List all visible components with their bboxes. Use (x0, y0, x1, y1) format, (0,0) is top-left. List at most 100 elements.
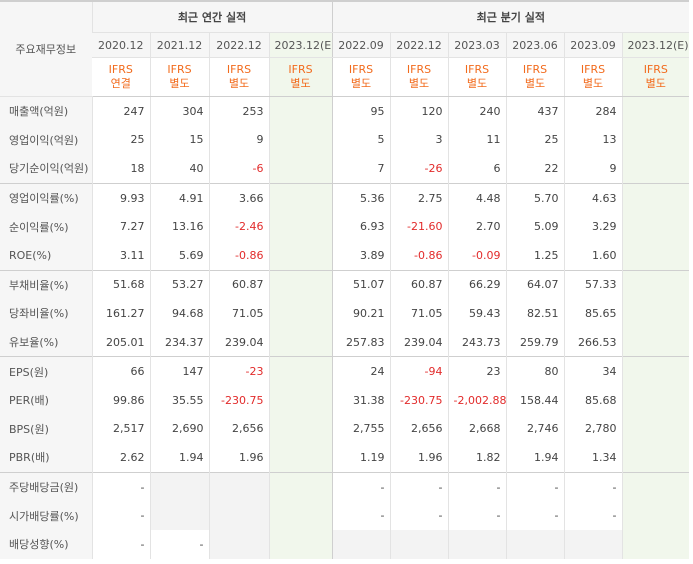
metric-value (505, 529, 565, 559)
metric-label: 순이익률(%) (0, 212, 92, 241)
metric-value (563, 529, 623, 559)
period-header: 2023.09 (563, 32, 623, 58)
metric-value (149, 471, 209, 502)
metric-value: - (91, 471, 150, 502)
metric-value: 85.68 (563, 385, 623, 415)
metric-label: BPS(원) (0, 414, 92, 444)
metric-value: 3.89 (331, 240, 391, 271)
metric-value (621, 356, 690, 386)
metric-value (621, 125, 690, 155)
metric-value: 13 (563, 125, 623, 155)
standard-label: IFRS (108, 63, 133, 76)
consolidation-label: 연결 (110, 77, 131, 90)
metric-value: 66 (91, 356, 150, 386)
standard-label: IFRS (406, 63, 432, 76)
table-row: 영업이익(억원) 25 15 9 5 3 11 25 13 (0, 125, 690, 155)
standard-label: IFRS (643, 63, 668, 76)
metric-value: 51.68 (91, 269, 150, 300)
metric-value: -230.75 (389, 385, 449, 415)
metric-label: EPS(원) (0, 356, 92, 386)
period-header: 2022.12 (208, 32, 269, 58)
period-header-estimate: 2023.12(E) (268, 32, 333, 58)
metric-value: 1.94 (505, 443, 565, 473)
metric-label: 매출액(억원) (0, 96, 92, 126)
table-row: BPS(원) 2,517 2,690 2,656 2,755 2,656 2,668 2,74… (0, 414, 690, 444)
metric-value: 1.94 (149, 443, 209, 473)
metric-value: 4.91 (149, 182, 209, 213)
metric-value: -2,002.88 (447, 385, 507, 415)
metric-value: 51.07 (331, 269, 391, 300)
metric-value (268, 443, 333, 473)
metric-value: 22 (505, 154, 565, 184)
standard-label: IFRS (464, 63, 490, 76)
metric-value: 23 (447, 356, 507, 386)
metric-value: 59.43 (447, 299, 507, 328)
metric-value: 243.73 (447, 327, 507, 357)
metric-value: 205.01 (91, 327, 150, 357)
metric-value (149, 501, 209, 530)
accounting-standard-header: IFRS 별도 (331, 57, 391, 97)
metric-value: 2,746 (505, 414, 565, 444)
metric-value: 266.53 (563, 327, 623, 357)
table-row: 유보율(%) 205.01 234.37 239.04 257.83 239.04 243.… (0, 327, 690, 357)
consolidation-label: 별도 (228, 77, 250, 90)
metric-value: 5 (331, 125, 391, 155)
metric-value: 9.93 (91, 182, 150, 213)
metric-value (621, 471, 690, 502)
metric-label: PBR(배) (0, 443, 92, 473)
metric-value: 6.93 (331, 212, 391, 241)
metric-value: 1.60 (563, 240, 623, 271)
metric-value: 5.36 (331, 182, 391, 213)
metric-value (208, 471, 269, 502)
metric-label: PER(배) (0, 385, 92, 415)
metric-value: - (91, 529, 150, 559)
metric-value (268, 501, 333, 530)
metric-value: 239.04 (208, 327, 269, 357)
metric-value: 2,755 (331, 414, 391, 444)
metric-value: 6 (447, 154, 507, 184)
accounting-standard-header: IFRS 별도 (389, 57, 449, 97)
metric-value: 2,656 (208, 414, 269, 444)
metric-value (621, 501, 690, 530)
metric-label: 영업이익률(%) (0, 182, 92, 213)
table-row: 영업이익률(%) 9.93 4.91 3.66 5.36 2.75 4.48 5.70 4.63 (0, 182, 690, 213)
consolidation-label: 별도 (466, 77, 488, 90)
metric-value: 2,656 (389, 414, 449, 444)
standard-label: IFRS (348, 63, 374, 76)
metric-label: 당좌비율(%) (0, 299, 92, 328)
metric-value: 25 (505, 125, 565, 155)
metric-value: -94 (389, 356, 449, 386)
accounting-standard-header: IFRS 별도 (621, 57, 690, 97)
accounting-standard-header: IFRS 별도 (563, 57, 623, 97)
metric-value: - (389, 471, 449, 502)
metric-value: - (563, 471, 623, 502)
metric-value: - (447, 501, 507, 530)
table-row: ROE(%) 3.11 5.69 -0.86 3.89 -0.86 -0.09 1.25 1.6… (0, 240, 690, 271)
metric-value (268, 529, 333, 559)
consolidation-label: 별도 (408, 77, 430, 90)
metric-value: 18 (91, 154, 150, 184)
metric-label: 주당배당금(원) (0, 471, 92, 502)
period-header: 2021.12 (149, 32, 209, 58)
metric-value: 53.27 (149, 269, 209, 300)
table-row: 순이익률(%) 7.27 13.16 -2.46 6.93 -21.60 2.70 5.09 3… (0, 212, 690, 241)
metric-value (447, 529, 507, 559)
metric-value: 2.70 (447, 212, 507, 241)
metric-value: - (331, 471, 391, 502)
metric-value (621, 212, 690, 241)
metric-value: - (505, 501, 565, 530)
metric-value: 60.87 (389, 269, 449, 300)
consolidation-label: 별도 (645, 77, 666, 90)
period-header: 2022.12 (389, 32, 449, 58)
period-header-estimate: 2023.12(E) (621, 32, 690, 58)
metric-value (621, 269, 690, 300)
metric-value: 1.96 (208, 443, 269, 473)
metric-value: 7 (331, 154, 391, 184)
metric-label: 당기순이익(억원) (0, 154, 92, 184)
metric-value: 3.29 (563, 212, 623, 241)
metric-value: - (563, 501, 623, 530)
metric-value: 25 (91, 125, 150, 155)
standard-label: IFRS (167, 63, 192, 76)
metric-value: 284 (563, 96, 623, 126)
